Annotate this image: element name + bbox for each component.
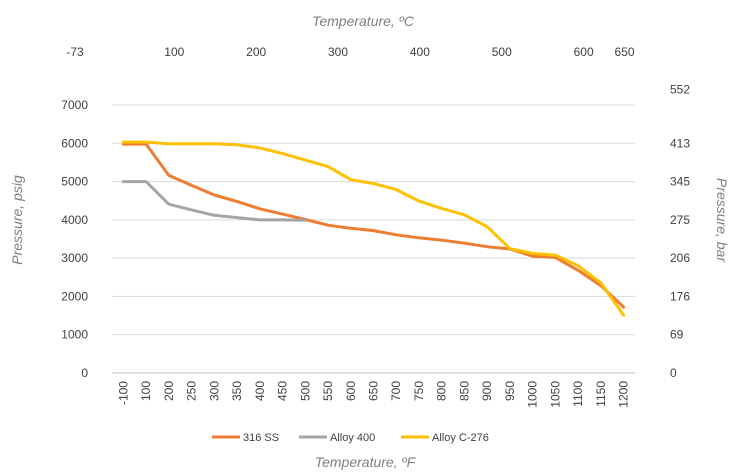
- x-axis-ticks: -100 100 200 250 300 350 400 450 500 550 600 650 700…: [116, 381, 630, 408]
- y-right-tick-label: 69: [670, 328, 684, 342]
- gridlines: [112, 104, 635, 336]
- y-right-tick-label: 176: [670, 289, 690, 303]
- x-tick-label: 1150: [594, 381, 608, 407]
- x-tick-label: 350: [230, 381, 244, 401]
- x-tick-label: 1000: [526, 381, 540, 408]
- x-tick-label: 600: [344, 381, 358, 401]
- x-tick-label: 900: [480, 381, 494, 401]
- x-tick-label: 950: [503, 381, 517, 401]
- series-line-316-ss: [121, 142, 626, 309]
- x-tick-label: -100: [116, 381, 130, 405]
- y-right-tick-label: 0: [670, 366, 677, 380]
- y-left-tick-label: 1000: [61, 328, 88, 342]
- series-line-alloy-400: [121, 180, 307, 222]
- y-axis-left-title: Pressure, psig: [9, 175, 25, 265]
- y-left-tick-label: 3000: [61, 251, 88, 265]
- legend-label: Alloy C-276: [432, 432, 489, 444]
- top-tick-label: 400: [410, 45, 430, 59]
- top-tick-label: 600: [574, 45, 594, 59]
- y-left-tick-label: 6000: [61, 136, 88, 150]
- top-tick-label: 650: [615, 45, 635, 59]
- top-tick-label: 200: [246, 45, 266, 59]
- x-tick-label: 850: [457, 381, 471, 401]
- x-tick-label: 500: [298, 381, 312, 401]
- x-tick-label: 250: [185, 381, 199, 401]
- x-tick-label: 750: [412, 381, 426, 401]
- y-left-tick-label: 5000: [61, 175, 88, 189]
- top-tick-label: 300: [328, 45, 348, 59]
- series-lines: [121, 140, 626, 317]
- x-tick-label: 450: [276, 381, 290, 401]
- x-tick-label: 1200: [617, 381, 631, 408]
- y-axis-right-title: Pressure, bar: [714, 178, 730, 263]
- top-tick-label: 100: [164, 45, 184, 59]
- y-right-tick-label: 275: [670, 213, 690, 227]
- legend-label: 316 SS: [243, 432, 279, 444]
- x-tick-label: 800: [435, 381, 449, 401]
- y-right-tick-label: 413: [670, 136, 690, 150]
- x-tick-label: 300: [207, 381, 221, 401]
- x-tick-label: 550: [321, 381, 335, 401]
- legend: 316 SS Alloy 400 Alloy C-276: [212, 432, 489, 444]
- top-axis-ticks: -73 100 200 300 400 500 600 650: [66, 45, 635, 59]
- x-tick-label: 100: [139, 381, 153, 401]
- y-right-tick-label: 345: [670, 175, 690, 189]
- y-right-tick-label: 206: [670, 251, 690, 265]
- y-right-tick-label: 552: [670, 83, 690, 97]
- legend-label: Alloy 400: [330, 432, 375, 444]
- series-line-alloy-c-276: [121, 140, 626, 317]
- y-left-tick-label: 2000: [61, 289, 88, 303]
- y-axis-right-ticks: 0 69 176 206 275 345 413 552: [670, 83, 690, 380]
- top-axis-title: Temperature, ºC: [312, 13, 415, 29]
- x-tick-label: 650: [367, 381, 381, 401]
- y-left-tick-label: 0: [81, 366, 88, 380]
- y-axis-left-ticks: 0 1000 2000 3000 4000 5000 6000 7000: [61, 98, 88, 380]
- top-tick-label: -73: [66, 45, 84, 59]
- x-tick-label: 200: [162, 381, 176, 401]
- x-tick-label: 1100: [571, 381, 585, 407]
- y-left-tick-label: 4000: [61, 213, 88, 227]
- y-left-tick-label: 7000: [61, 98, 88, 112]
- x-axis-title: Temperature, ºF: [315, 454, 417, 470]
- x-tick-label: 1050: [548, 381, 562, 408]
- x-tick-label: 700: [389, 381, 403, 401]
- x-tick-label: 400: [253, 381, 267, 401]
- top-tick-label: 500: [492, 45, 512, 59]
